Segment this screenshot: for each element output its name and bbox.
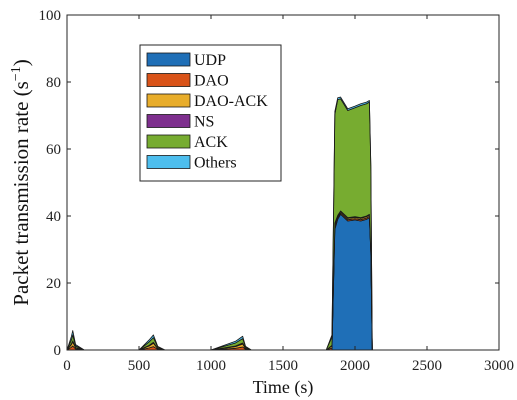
y-axis-label-close: ) bbox=[9, 59, 33, 66]
y-axis-label-main: Packet transmission rate (s bbox=[9, 81, 33, 306]
legend-label: DAO-ACK bbox=[194, 93, 268, 110]
x-tick-label: 1500 bbox=[268, 358, 298, 374]
legend-swatch bbox=[146, 93, 191, 108]
legend-label: Others bbox=[194, 155, 237, 172]
y-tick-labels: 0 20 40 60 80 100 bbox=[39, 8, 62, 359]
x-tick-label: 2500 bbox=[412, 358, 442, 374]
legend: UDP DAO DAO-ACK NS ACK Others bbox=[139, 44, 282, 182]
legend-label: NS bbox=[194, 114, 214, 131]
x-tick-label: 500 bbox=[128, 358, 151, 374]
x-tick-label: 1000 bbox=[196, 358, 226, 374]
y-tick-label: 60 bbox=[46, 142, 61, 158]
x-axis-label: Time (s) bbox=[253, 377, 314, 398]
y-tick-label: 0 bbox=[54, 343, 62, 359]
x-tick-labels: 0 500 1000 1500 2000 2500 3000 bbox=[63, 358, 514, 374]
x-tick-label: 3000 bbox=[484, 358, 514, 374]
y-axis-label-superscript: −1 bbox=[9, 66, 24, 81]
legend-label: DAO bbox=[194, 73, 229, 90]
y-axis-label: Packet transmission rate (s−1) bbox=[9, 59, 33, 305]
legend-swatch bbox=[146, 134, 191, 149]
x-tick-label: 0 bbox=[63, 358, 71, 374]
legend-swatch bbox=[146, 114, 191, 128]
legend-swatch bbox=[146, 155, 191, 169]
legend-label: ACK bbox=[194, 134, 228, 151]
x-tick-label: 2000 bbox=[340, 358, 370, 374]
y-tick-label: 80 bbox=[46, 75, 61, 91]
y-tick-label: 40 bbox=[46, 209, 61, 225]
legend-label: UDP bbox=[194, 52, 226, 69]
y-tick-label: 20 bbox=[46, 276, 61, 292]
legend-swatch bbox=[146, 73, 191, 87]
legend-swatch bbox=[146, 52, 191, 67]
y-tick-label: 100 bbox=[39, 8, 62, 24]
axis-ticks bbox=[66, 14, 500, 351]
